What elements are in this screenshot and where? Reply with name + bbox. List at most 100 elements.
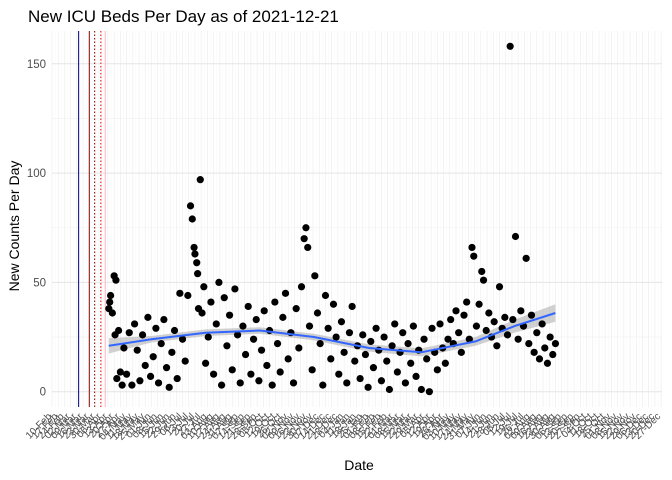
- data-point: [393, 368, 402, 376]
- data-point: [551, 340, 560, 348]
- y-tick-label: 0: [40, 387, 46, 399]
- data-point: [116, 368, 124, 376]
- chart-title: New ICU Beds Per Day as of 2021-12-21: [28, 7, 339, 26]
- data-point: [345, 329, 354, 337]
- data-point: [391, 320, 399, 328]
- data-point: [530, 348, 538, 356]
- data-point: [490, 318, 498, 326]
- data-point: [514, 335, 522, 343]
- data-point: [295, 344, 303, 352]
- data-point: [165, 383, 173, 391]
- data-point: [482, 326, 490, 335]
- data-point: [297, 283, 306, 291]
- data-point: [181, 357, 189, 365]
- data-points: [105, 42, 560, 396]
- data-point: [493, 342, 501, 350]
- y-tick-label: 50: [33, 277, 46, 289]
- data-point: [292, 305, 300, 313]
- data-point: [113, 374, 121, 383]
- data-point: [141, 361, 149, 370]
- data-point: [525, 340, 533, 348]
- y-axis-title: New Counts Per Day: [6, 161, 22, 292]
- data-point: [173, 374, 181, 383]
- data-point: [215, 278, 223, 286]
- data-point: [194, 270, 202, 278]
- data-point: [228, 366, 236, 374]
- data-point: [495, 283, 504, 291]
- data-point: [107, 291, 115, 300]
- data-point: [162, 364, 171, 372]
- data-point: [385, 385, 394, 394]
- data-point: [268, 381, 276, 389]
- data-point: [541, 344, 549, 352]
- data-point: [470, 252, 478, 260]
- data-point: [302, 224, 310, 232]
- data-point: [329, 300, 338, 308]
- data-point: [128, 381, 136, 389]
- data-point: [157, 340, 165, 348]
- data-point: [337, 318, 346, 326]
- data-point: [335, 370, 343, 378]
- data-point: [372, 324, 380, 332]
- data-point: [457, 348, 465, 356]
- data-point: [417, 385, 425, 394]
- data-point: [231, 285, 239, 293]
- data-point: [444, 335, 452, 343]
- data-point: [506, 42, 514, 50]
- data-point: [452, 307, 460, 315]
- data-point: [191, 250, 199, 258]
- data-point: [433, 366, 441, 374]
- data-point: [136, 377, 144, 385]
- data-point: [190, 243, 198, 252]
- data-point: [202, 359, 210, 367]
- data-point: [200, 283, 208, 291]
- data-point: [485, 309, 493, 317]
- data-point: [380, 333, 388, 341]
- data-point: [247, 370, 255, 378]
- data-point: [319, 381, 327, 389]
- data-point: [369, 364, 378, 372]
- data-point: [447, 315, 455, 324]
- data-point: [239, 322, 247, 330]
- data-point: [465, 335, 473, 343]
- data-point: [114, 326, 123, 335]
- data-point: [472, 322, 481, 330]
- data-point: [546, 333, 554, 341]
- data-point: [217, 381, 226, 389]
- data-point: [412, 372, 420, 380]
- data-point: [241, 350, 250, 359]
- data-point: [279, 313, 287, 321]
- data-point: [120, 344, 128, 352]
- data-point: [193, 259, 201, 267]
- data-point: [289, 379, 298, 387]
- data-point: [364, 383, 372, 391]
- data-point: [527, 311, 536, 319]
- data-point: [305, 322, 314, 330]
- data-point: [236, 379, 244, 387]
- data-point: [356, 374, 364, 383]
- data-point: [198, 309, 206, 317]
- data-point: [160, 315, 168, 324]
- data-point: [223, 342, 231, 350]
- data-point: [420, 335, 428, 343]
- data-point: [399, 329, 407, 337]
- data-point: [538, 320, 546, 328]
- data-point: [125, 329, 133, 337]
- data-point: [478, 267, 486, 276]
- data-point: [321, 291, 330, 300]
- smooth-curve: [108, 312, 556, 354]
- data-point: [549, 350, 557, 359]
- data-point: [511, 232, 520, 241]
- data-point: [255, 377, 263, 385]
- data-point: [138, 331, 147, 339]
- data-point: [351, 357, 359, 365]
- data-point: [377, 377, 386, 385]
- data-point: [517, 307, 525, 315]
- data-point: [436, 320, 444, 328]
- data-point: [425, 388, 433, 396]
- data-point: [409, 322, 417, 330]
- data-point: [249, 335, 258, 343]
- data-point: [152, 324, 160, 332]
- data-point: [106, 298, 114, 306]
- data-point: [271, 298, 279, 306]
